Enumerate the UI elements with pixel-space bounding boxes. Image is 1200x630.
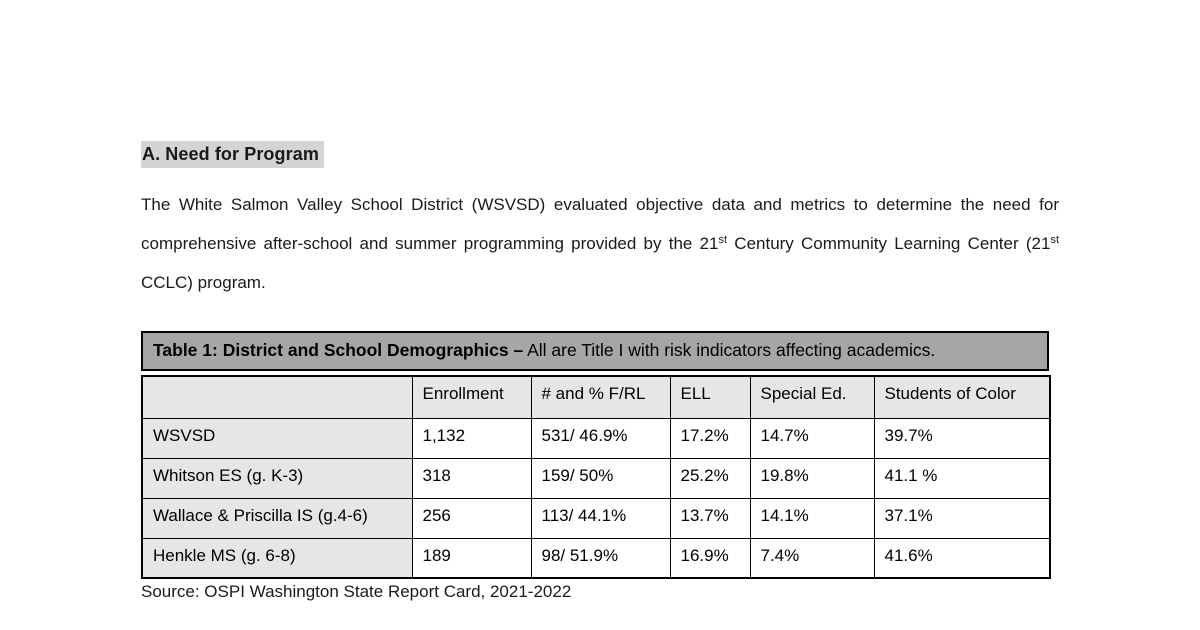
data-cell: 256 (411, 497, 532, 539)
table-caption-subtitle: All are Title I with risk indicators aff… (523, 340, 936, 360)
table-row: WSVSD 1,132 531/ 46.9% 17.2% 14.7% 39.7% (141, 417, 1051, 459)
data-cell: 1,132 (411, 417, 532, 459)
data-cell: 37.1% (873, 497, 1051, 539)
column-header-enrollment: Enrollment (411, 375, 532, 419)
section-heading: A. Need for Program (141, 141, 324, 168)
table-row: Henkle MS (g. 6-8) 189 98/ 51.9% 16.9% 7… (141, 537, 1051, 579)
data-cell: 14.7% (749, 417, 875, 459)
table-header-row: Enrollment # and % F/RL ELL Special Ed. … (141, 375, 1051, 419)
column-header-blank (141, 375, 413, 419)
data-cell: 41.1 % (873, 457, 1051, 499)
data-cell: 98/ 51.9% (530, 537, 671, 579)
data-cell: 39.7% (873, 417, 1051, 459)
row-label-cell: WSVSD (141, 417, 413, 459)
data-cell: 189 (411, 537, 532, 579)
data-cell: 13.7% (669, 497, 751, 539)
paragraph-text: CCLC) program. (141, 273, 266, 292)
superscript-st: st (1050, 234, 1059, 246)
data-cell: 7.4% (749, 537, 875, 579)
data-cell: 318 (411, 457, 532, 499)
data-cell: 25.2% (669, 457, 751, 499)
column-header-ell: ELL (669, 375, 751, 419)
column-header-students-of-color: Students of Color (873, 375, 1051, 419)
data-cell: 113/ 44.1% (530, 497, 671, 539)
data-cell: 17.2% (669, 417, 751, 459)
intro-paragraph: The White Salmon Valley School District … (141, 185, 1059, 302)
row-label-cell: Whitson ES (g. K-3) (141, 457, 413, 499)
data-cell: 159/ 50% (530, 457, 671, 499)
row-label-cell: Henkle MS (g. 6-8) (141, 537, 413, 579)
data-cell: 16.9% (669, 537, 751, 579)
demographics-table: Enrollment # and % F/RL ELL Special Ed. … (141, 375, 1051, 579)
column-header-special-ed: Special Ed. (749, 375, 875, 419)
table-caption-title: Table 1: District and School Demographic… (153, 340, 524, 360)
data-cell: 531/ 46.9% (530, 417, 671, 459)
table-row: Whitson ES (g. K-3) 318 159/ 50% 25.2% 1… (141, 457, 1051, 499)
data-cell: 41.6% (873, 537, 1051, 579)
data-cell: 19.8% (749, 457, 875, 499)
table-caption: Table 1: District and School Demographic… (141, 331, 1049, 371)
row-label-cell: Wallace & Priscilla IS (g.4-6) (141, 497, 413, 539)
source-note: Source: OSPI Washington State Report Car… (141, 582, 572, 601)
table-row: Wallace & Priscilla IS (g.4-6) 256 113/ … (141, 497, 1051, 539)
paragraph-text: The White Salmon Valley School District … (141, 195, 1059, 253)
column-header-frl: # and % F/RL (530, 375, 671, 419)
paragraph-text: Century Community Learning Center (21 (727, 234, 1051, 253)
superscript-st: st (718, 234, 728, 246)
data-cell: 14.1% (749, 497, 875, 539)
